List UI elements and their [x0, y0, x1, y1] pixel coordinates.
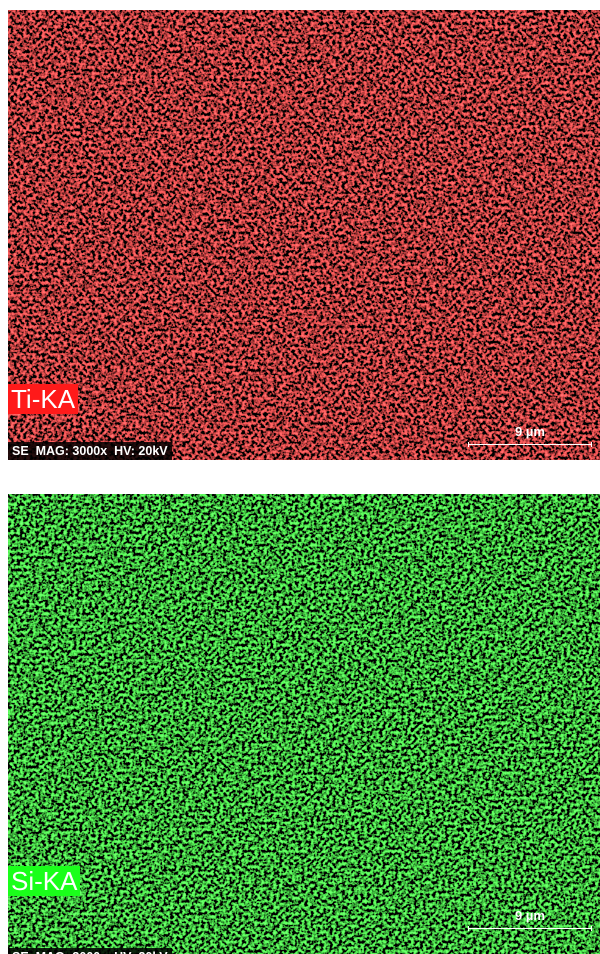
- scale-label: 9 µm: [468, 908, 592, 923]
- acquisition-info: SE MAG: 3000x HV: 20kV: [8, 442, 172, 460]
- eds-map-panel: Si-KA SE MAG: 3000x HV: 20kV 9 µm: [8, 494, 600, 954]
- acquisition-info: SE MAG: 3000x HV: 20kV: [8, 948, 172, 954]
- element-label: Ti-KA: [8, 384, 78, 414]
- element-map: [8, 494, 600, 954]
- scale-label: 9 µm: [468, 424, 592, 439]
- scale-bar: 9 µm: [468, 424, 592, 447]
- scale-line: [468, 926, 592, 931]
- eds-map-panel: Ti-KA SE MAG: 3000x HV: 20kV 9 µm: [8, 10, 600, 460]
- scale-bar: 9 µm: [468, 908, 592, 931]
- page: {"panels": [ {"element": "Ti-KA", "info"…: [0, 0, 600, 941]
- scale-line: [468, 442, 592, 447]
- element-map: [8, 10, 600, 460]
- element-label: Si-KA: [8, 866, 80, 896]
